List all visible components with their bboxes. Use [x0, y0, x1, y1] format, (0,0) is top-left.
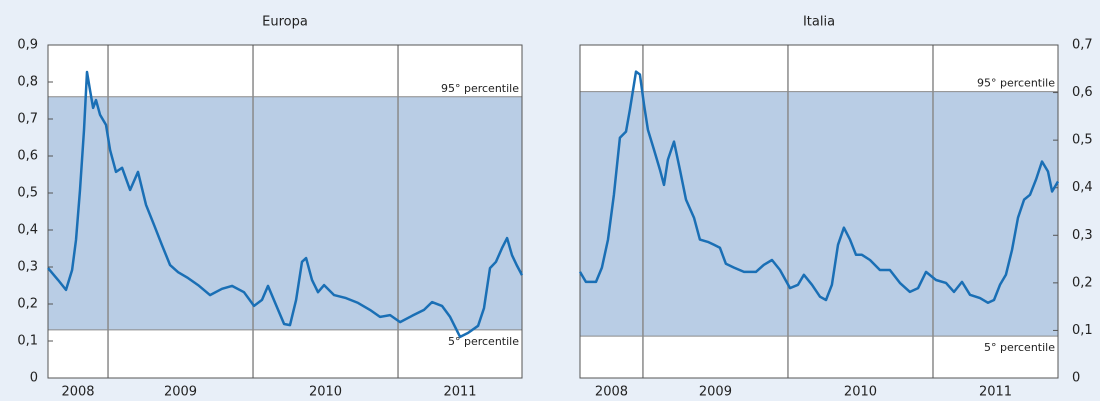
data-line — [578, 70, 1060, 305]
percentile-label: 95° percentile — [977, 77, 1055, 90]
y-tick-label: 0,5 — [1072, 133, 1093, 148]
percentile-band — [580, 91, 1058, 337]
chart-title: Italia — [803, 15, 835, 30]
y-tick-label: 0 — [1072, 371, 1080, 386]
y-tick-label: 0,4 — [1072, 180, 1093, 195]
y-tick-label: 0,2 — [17, 297, 38, 312]
y-tick-label: 0,8 — [17, 75, 38, 90]
chart-title: Europa — [262, 15, 308, 30]
y-tick-label: 0,4 — [17, 223, 38, 238]
y-tick-label: 0,9 — [17, 38, 38, 53]
x-tick-label: 2011 — [443, 385, 476, 400]
y-tick-label: 0,5 — [17, 186, 38, 201]
y-tick-label: 0,6 — [1072, 85, 1093, 100]
y-tick-label: 0,1 — [1072, 323, 1093, 338]
y-tick-label: 0,7 — [1072, 38, 1093, 53]
x-tick-label: 2010 — [309, 385, 342, 400]
y-tick-label: 0,7 — [17, 112, 38, 127]
data-line — [47, 70, 524, 339]
y-tick-label: 0,1 — [17, 334, 38, 349]
plot-frame — [47, 44, 523, 379]
y-tick-label: 0,2 — [1072, 275, 1093, 290]
percentile-label: 95° percentile — [441, 82, 519, 95]
y-tick-label: 0,3 — [17, 260, 38, 275]
x-tick-label: 2009 — [164, 385, 197, 400]
y-tick-label: 0,6 — [17, 149, 38, 164]
x-tick-label: 2010 — [844, 385, 877, 400]
y-tick-label: 0 — [30, 371, 38, 386]
y-tick-label: 0,3 — [1072, 228, 1093, 243]
x-tick-label: 2009 — [699, 385, 732, 400]
x-tick-label: 2011 — [979, 385, 1012, 400]
plot-frame — [579, 44, 1059, 379]
x-tick-label: 2008 — [595, 385, 628, 400]
x-tick-label: 2008 — [61, 385, 94, 400]
percentile-label: 5° percentile — [448, 335, 519, 348]
percentile-band — [48, 96, 522, 330]
percentile-label: 5° percentile — [984, 341, 1055, 354]
